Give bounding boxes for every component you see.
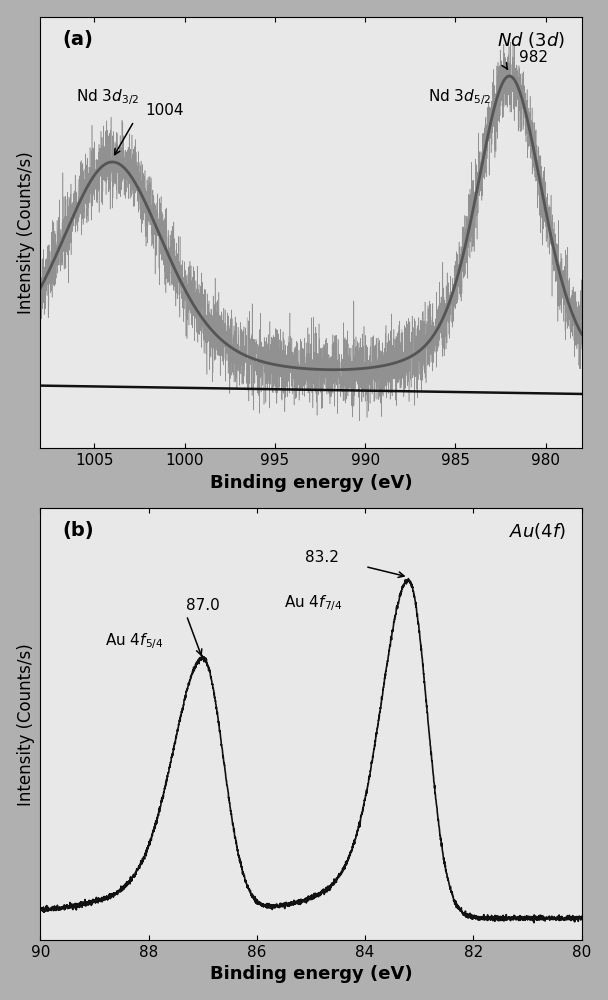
Text: Au$(4f)$: Au$(4f)$ — [508, 521, 565, 541]
X-axis label: Binding energy (eV): Binding energy (eV) — [210, 965, 412, 983]
Text: 87.0: 87.0 — [187, 598, 220, 613]
Text: Au $4f_{5/4}$: Au $4f_{5/4}$ — [105, 631, 164, 651]
Text: (a): (a) — [62, 30, 93, 49]
Text: Nd $3d_{5/2}$: Nd $3d_{5/2}$ — [428, 87, 491, 107]
Text: $Nd$ $(3d)$: $Nd$ $(3d)$ — [497, 30, 565, 50]
Text: 1004: 1004 — [145, 103, 184, 118]
Text: Nd $3d_{3/2}$: Nd $3d_{3/2}$ — [77, 87, 139, 107]
Y-axis label: Intensity (Counts/s): Intensity (Counts/s) — [16, 151, 35, 314]
X-axis label: Binding energy (eV): Binding energy (eV) — [210, 474, 412, 492]
Y-axis label: Intensity (Counts/s): Intensity (Counts/s) — [16, 643, 35, 805]
Text: (b): (b) — [62, 521, 94, 540]
Text: 83.2: 83.2 — [305, 550, 339, 565]
Text: Au $4f_{7/4}$: Au $4f_{7/4}$ — [284, 593, 342, 613]
Text: 982: 982 — [519, 50, 548, 65]
